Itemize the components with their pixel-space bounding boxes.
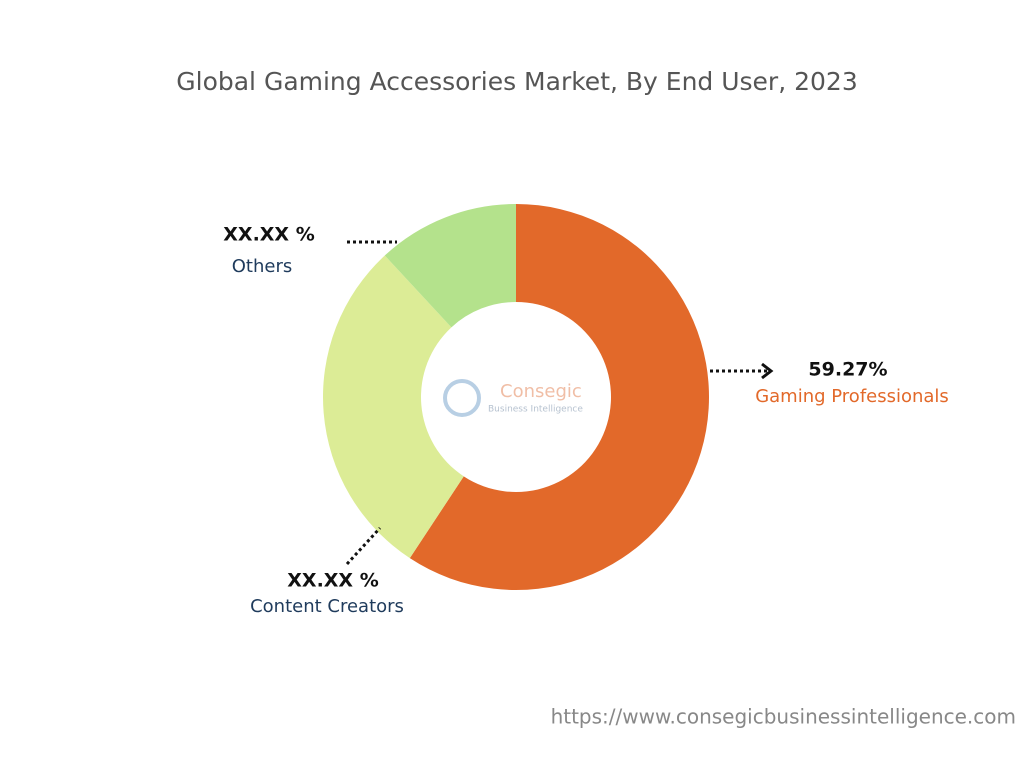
logo-tagline: Business Intelligence	[488, 405, 583, 415]
donut-slice	[384, 204, 516, 328]
leader-line	[345, 526, 382, 566]
chart-title: Global Gaming Accessories Market, By End…	[176, 67, 857, 96]
watermark: Consegic Business Intelligence	[443, 379, 583, 417]
value-label: 59.27%	[808, 359, 887, 381]
logo-name: Consegic	[500, 381, 582, 402]
leader-arrow	[761, 362, 774, 380]
source-url: https://www.consegicbusinessintelligence…	[551, 705, 1016, 729]
value-label: XX.XX %	[223, 224, 314, 246]
category-label: Gaming Professionals	[755, 386, 949, 407]
value-label: XX.XX %	[287, 570, 378, 592]
donut-slice	[323, 255, 464, 559]
category-label: Others	[232, 256, 293, 277]
donut: 59.27% Gaming Professionals XX.XX % Content…	[223, 204, 949, 617]
donut-slice	[409, 204, 709, 590]
category-label: Content Creators	[250, 596, 404, 617]
logo-ring	[443, 379, 481, 417]
